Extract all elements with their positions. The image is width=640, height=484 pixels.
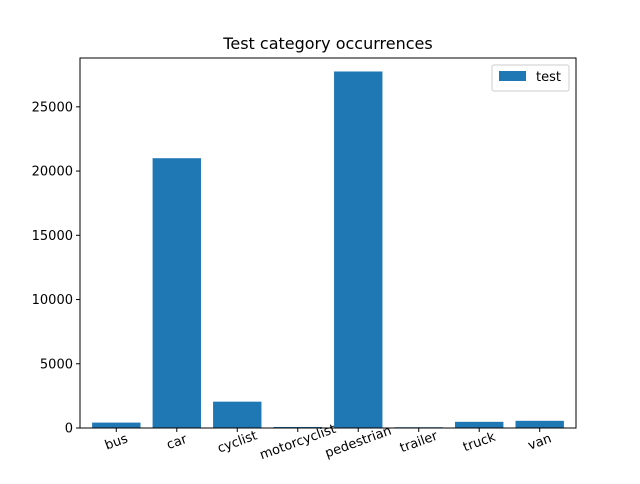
y-tick-label: 0 [65, 422, 73, 437]
legend-swatch [499, 71, 526, 81]
bar-van [515, 420, 564, 428]
bar-cyclist [213, 401, 262, 428]
legend: test [491, 64, 570, 92]
bar-motorcyclist [273, 426, 322, 428]
bar-truck [455, 421, 504, 428]
bar-pedestrian [334, 71, 383, 429]
y-tick-label: 10000 [32, 293, 73, 308]
bar-bus [92, 422, 141, 428]
plot-area-frame [79, 57, 577, 429]
y-tick-label: 15000 [32, 229, 73, 244]
x-tick-label-car: car [165, 432, 190, 453]
y-tick-label: 20000 [32, 165, 73, 180]
y-tick-label: 5000 [40, 357, 73, 372]
legend-label: test [536, 70, 561, 85]
y-tick-label: 25000 [32, 100, 73, 115]
chart-title: Test category occurrences [222, 34, 432, 53]
bar-car [152, 158, 201, 428]
y-axis-ticks: 0 5000 10000 15000 20000 25000 [32, 100, 80, 437]
bars-layer [92, 71, 564, 429]
